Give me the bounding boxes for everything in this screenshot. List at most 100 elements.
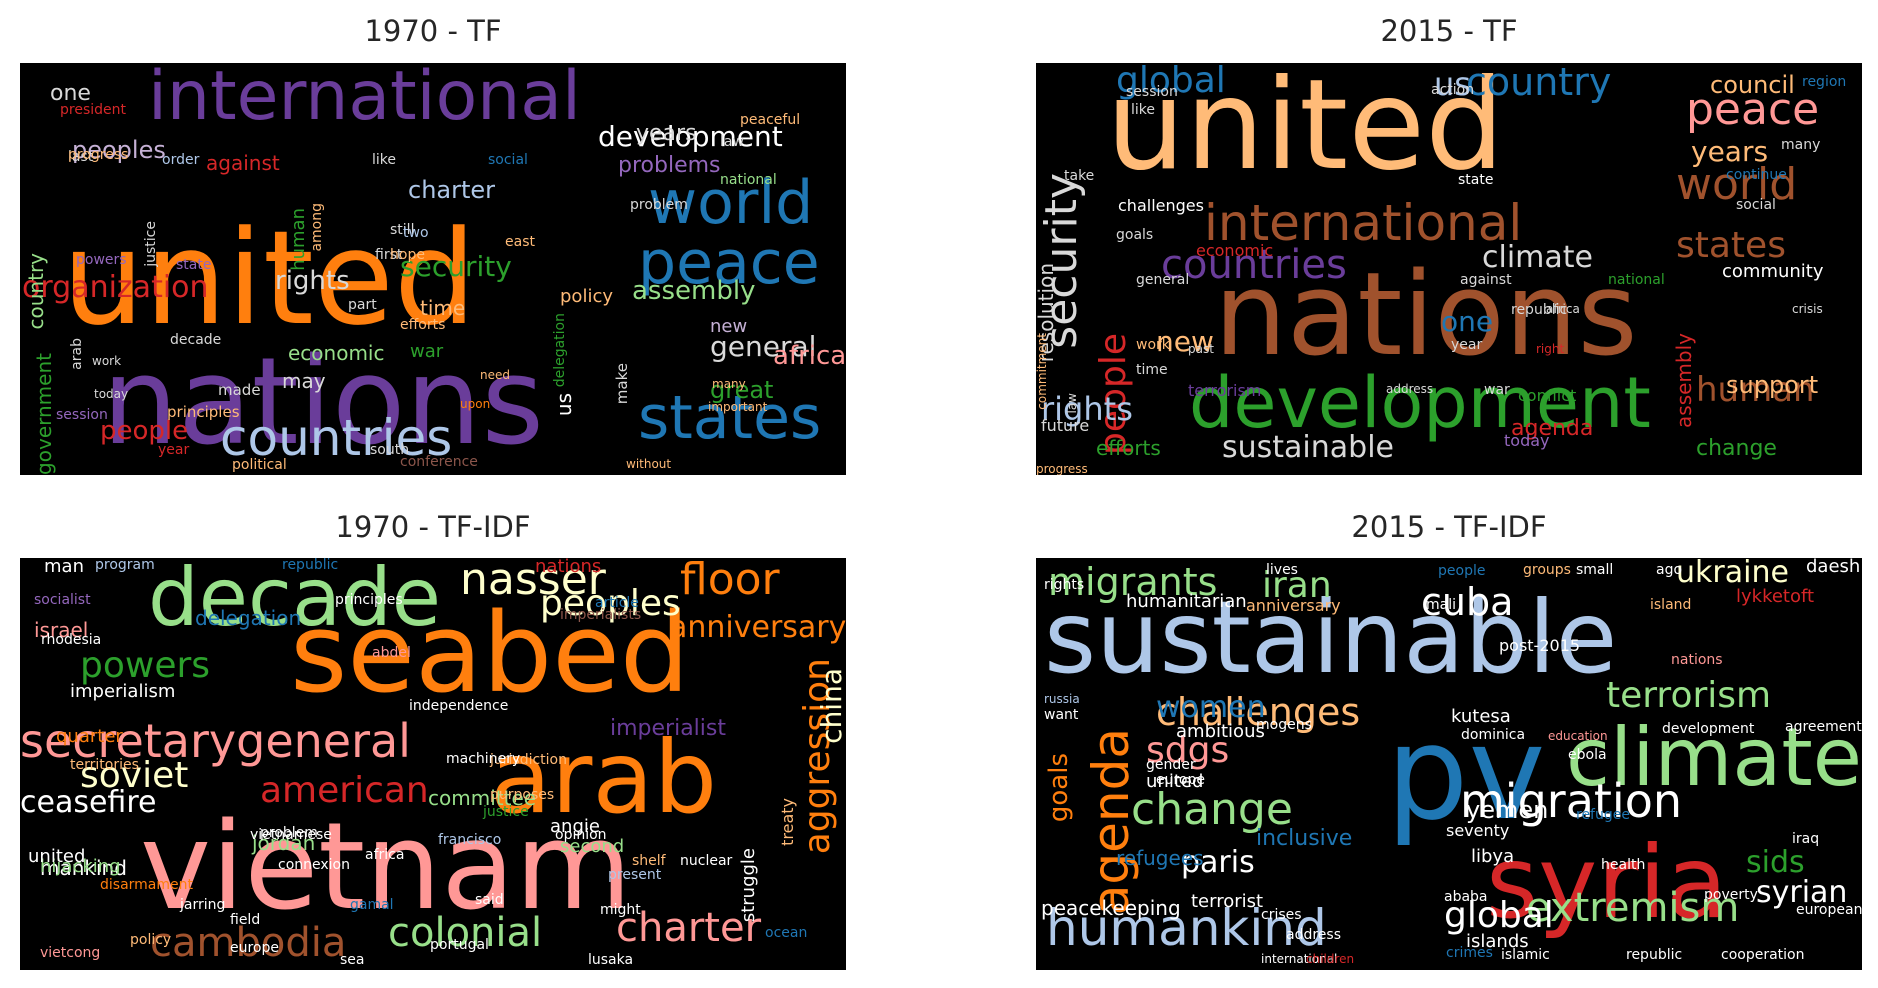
word: continue — [1726, 167, 1787, 183]
word: efforts — [400, 317, 446, 333]
word: angie — [550, 816, 600, 837]
word-cloud: united nations development international sec… — [1036, 63, 1862, 475]
word: without — [626, 457, 672, 471]
word: upon — [460, 397, 491, 411]
word: one — [1441, 305, 1494, 338]
word: crimes — [1446, 945, 1493, 961]
word: international — [1204, 194, 1523, 252]
word: russia — [1044, 692, 1080, 706]
word: countries — [220, 409, 453, 467]
word: imperialists — [560, 607, 642, 623]
word: order — [162, 152, 200, 168]
word: education — [1548, 729, 1608, 743]
word: last — [68, 149, 94, 165]
word: social — [488, 152, 528, 168]
word: cooperation — [1721, 947, 1805, 963]
word: security — [400, 250, 512, 283]
word: terrorist — [1191, 891, 1264, 912]
word: cuba — [1421, 580, 1514, 624]
word: still — [390, 222, 415, 238]
word: problems — [618, 153, 721, 178]
word: national — [720, 172, 777, 188]
word: ceasefire — [20, 785, 157, 820]
word: european — [1796, 902, 1862, 918]
word: united — [1106, 63, 1505, 198]
word: republic — [1511, 302, 1568, 318]
word: iraq — [1792, 831, 1820, 847]
word: imperialist — [610, 716, 726, 741]
word: mogens — [1256, 717, 1312, 733]
word: ago — [1656, 562, 1683, 578]
word: assembly — [632, 276, 756, 306]
word: action — [1431, 82, 1475, 98]
word: problem — [260, 825, 318, 841]
word: nations — [1671, 652, 1723, 668]
word: agenda — [1082, 728, 1140, 916]
word: jarring — [180, 897, 226, 913]
word: policy — [560, 286, 613, 307]
word: world — [648, 168, 814, 238]
word: ambitious — [1176, 721, 1265, 742]
word: many — [712, 377, 746, 391]
word: united — [62, 202, 477, 354]
word: israel — [34, 618, 89, 642]
word: peace — [1686, 84, 1820, 135]
word: war — [1484, 382, 1510, 398]
word: human — [1696, 370, 1815, 410]
word: social — [1736, 197, 1776, 213]
word: delegation — [195, 606, 302, 630]
word: decade — [170, 332, 222, 348]
word: first — [375, 247, 403, 263]
word: united — [1146, 771, 1204, 792]
word: powers — [80, 645, 211, 686]
word: part — [348, 297, 377, 313]
word: sids — [1746, 845, 1805, 880]
word: hijacking — [40, 856, 121, 877]
word: decade — [148, 558, 442, 644]
word: many — [1781, 137, 1821, 153]
word: jurisdiction — [490, 752, 567, 768]
word: mali — [1426, 597, 1456, 613]
word: agenda — [1511, 416, 1594, 441]
word: purposes — [490, 787, 555, 803]
word: people — [1438, 563, 1486, 579]
word: powers — [76, 252, 127, 268]
word: address — [1286, 927, 1342, 943]
word: territories — [70, 757, 139, 773]
word: us — [552, 393, 576, 417]
word: like — [1131, 102, 1156, 118]
word: lykketoft — [1736, 586, 1815, 607]
word: portugal — [430, 937, 489, 953]
word: country — [24, 253, 48, 330]
word: islamic — [1501, 947, 1550, 963]
word: poverty — [1704, 887, 1758, 903]
word: session — [1126, 84, 1178, 100]
word: syrian — [1756, 875, 1848, 910]
word: development — [1662, 721, 1755, 737]
word: us — [1434, 65, 1471, 103]
word: years — [1691, 135, 1769, 168]
word: states — [638, 383, 822, 453]
word: political — [232, 457, 287, 473]
word: law — [1065, 393, 1079, 414]
word: country — [1466, 63, 1612, 104]
word: mankind — [40, 856, 127, 880]
word: past — [1188, 342, 1214, 356]
word: terrorism — [1188, 381, 1262, 400]
word: countries — [1161, 242, 1347, 288]
word: europe — [1156, 772, 1205, 788]
word: cambodia — [150, 920, 347, 966]
word: economic — [288, 341, 385, 365]
word: iran — [1262, 565, 1332, 606]
word: rights — [1041, 390, 1133, 428]
word: policy — [130, 932, 172, 948]
word: man — [44, 558, 84, 577]
word: delegation — [552, 313, 568, 388]
word: inclusive — [1256, 826, 1353, 851]
word: conflict — [1518, 386, 1577, 405]
word: pv — [1386, 697, 1546, 849]
word: anniversary — [669, 610, 846, 645]
word: anniversary — [1246, 596, 1341, 615]
word: one — [50, 81, 91, 106]
word: humanitarian — [1126, 591, 1247, 612]
